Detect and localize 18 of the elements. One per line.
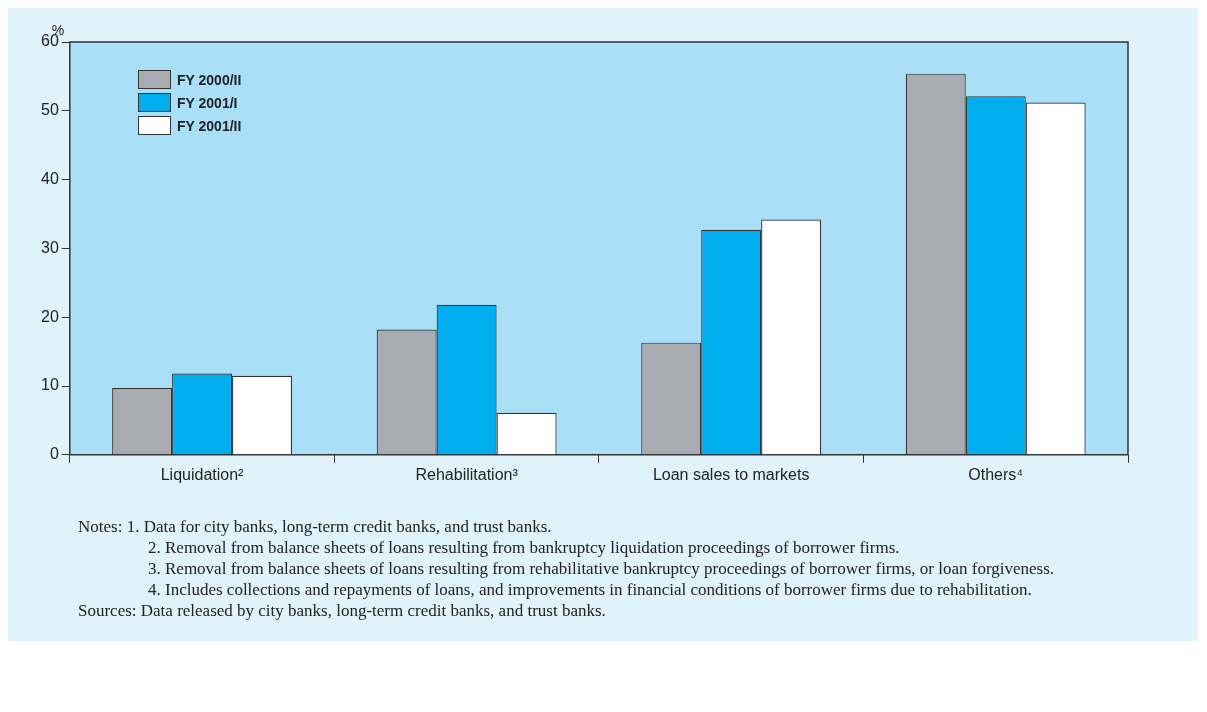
y-tick-label: 50 — [41, 101, 59, 119]
x-tick-label: Rehabilitation³ — [415, 465, 519, 483]
text: 2. Removal from balance sheets of loans resulting from bankruptcy liquidation proceedings of borrower firms. — [147, 537, 901, 558]
legend-label: FY 2001/II — [177, 117, 242, 134]
text: 3. Removal from balance sheets of loans resulting from rehabilitative bankruptcy proceedings of borrower firms, or loan forgiveness. — [147, 558, 1056, 579]
x-tick-label: Liquidation² — [160, 465, 245, 483]
y-tick-label: 30 — [41, 238, 59, 256]
x-tick-label: Loan sales to markets — [652, 465, 810, 483]
text: Notes: 1. Data for city banks, long-term credit banks, and trust banks. — [78, 516, 553, 537]
y-tick-label: 40 — [41, 170, 59, 188]
text: 4. Includes collections and repayments of loans, and improvements in financial conditions of borrower firms due to rehabilitation. — [147, 579, 1033, 600]
legend-label: FY 2000/II — [177, 71, 242, 88]
legend-label: FY 2001/I — [177, 94, 238, 111]
y-tick-label: 10 — [41, 376, 59, 394]
x-tick-label: Others⁴ — [968, 465, 1024, 483]
y-tick-label: 20 — [41, 307, 59, 325]
source-note: Sources: Data released by city banks, long-term credit banks, and trust banks. — [78, 600, 607, 621]
y-tick-label: 0 — [49, 445, 59, 463]
